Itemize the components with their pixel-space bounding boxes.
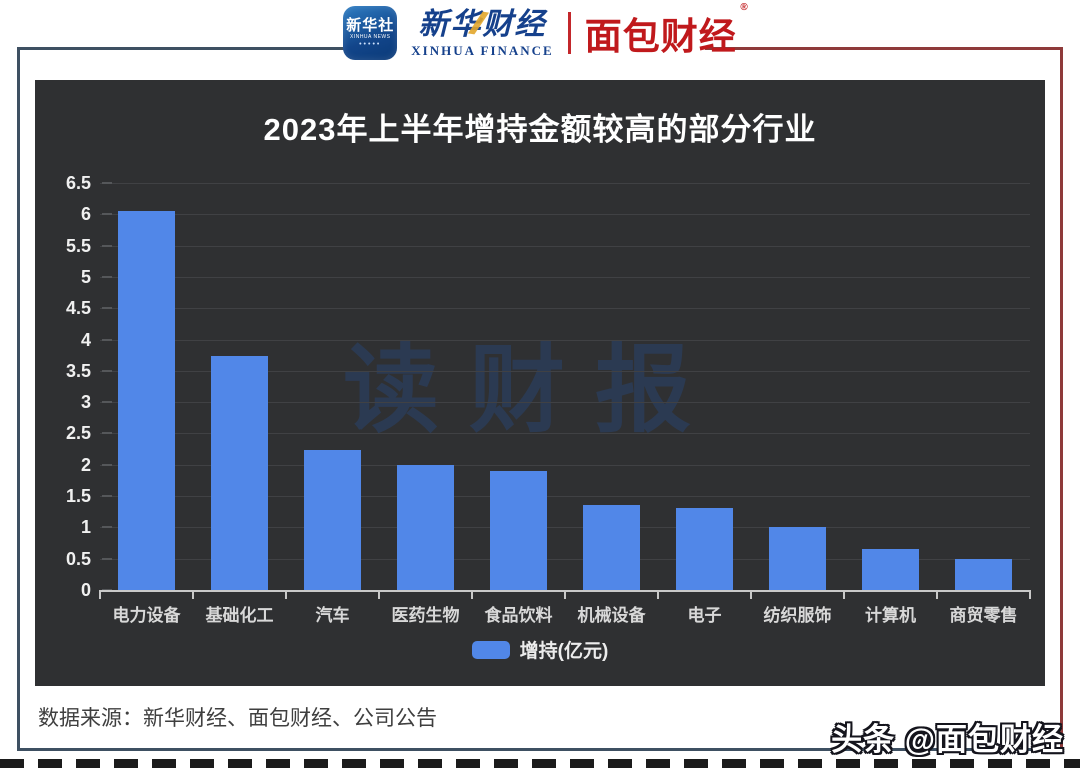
- x-category-label: 商贸零售: [949, 606, 1018, 625]
- y-axis-tick-label: 4.5: [65, 298, 91, 319]
- bar-电力设备: [118, 211, 175, 590]
- bar-电子: [676, 507, 733, 590]
- gridline: [100, 183, 1030, 184]
- x-category-label: 食品饮料: [484, 606, 553, 625]
- frame-right: [1060, 47, 1063, 751]
- y-axis-tick-label: 0.5: [65, 548, 91, 569]
- data-source-note: 数据来源：新华财经、面包财经、公司公告: [38, 707, 437, 730]
- gridline: [100, 496, 1030, 498]
- x-category-label: 汽车: [315, 606, 350, 625]
- bar-计算机: [862, 548, 919, 590]
- x-axis-tick: [471, 590, 473, 599]
- y-axis-tick-label: 3: [80, 392, 91, 413]
- x-axis-tick: [1029, 590, 1031, 599]
- bar-医药生物: [397, 464, 454, 590]
- y-axis-tick: [102, 307, 112, 310]
- gridline: [100, 308, 1030, 310]
- bar-商贸零售: [955, 558, 1012, 590]
- y-axis-tick-label: 6.5: [65, 173, 91, 193]
- gridline: [100, 433, 1030, 435]
- x-axis-tick: [657, 590, 659, 599]
- gridline: [100, 558, 1030, 560]
- chart-panel: 2023年上半年增持金额较高的部分行业 读财报 增持(亿元) 0 0.5 1 1.5 2…: [35, 80, 1045, 686]
- bar-汽车: [304, 449, 361, 590]
- x-category-label: 纺织服饰: [763, 606, 832, 625]
- x-axis-tick: [843, 590, 845, 599]
- bar-机械设备: [583, 505, 640, 590]
- x-axis-tick: [750, 590, 752, 599]
- y-axis-tick: [102, 432, 112, 435]
- y-axis-tick: [102, 182, 112, 184]
- y-axis-tick-label: 6: [80, 204, 91, 225]
- x-axis-tick: [99, 590, 101, 599]
- bar-纺织服饰: [769, 526, 826, 590]
- registered-trademark-icon: ®: [740, 2, 749, 13]
- header: 新华社 XINHUA NEWS ••••• 新华财经 XINHUA FINANC…: [0, 2, 1080, 60]
- x-category-label: 医药生物: [391, 606, 460, 625]
- x-axis-tick: [285, 590, 287, 599]
- y-axis-tick-label: 3.5: [65, 360, 91, 381]
- y-axis-tick: [102, 213, 112, 216]
- x-axis-tick: [564, 590, 566, 599]
- x-axis-tick: [192, 590, 194, 599]
- xinhua-icon-text: 新华社: [346, 16, 395, 34]
- y-axis-tick: [102, 369, 112, 372]
- x-category-label: 计算机: [865, 606, 916, 625]
- frame-left: [17, 47, 20, 750]
- y-axis-tick-label: 2.5: [65, 423, 91, 444]
- bar-食品饮料: [490, 471, 547, 590]
- chart-title: 2023年上半年增持金额较高的部分行业: [263, 112, 817, 147]
- y-axis-tick: [102, 401, 112, 404]
- y-axis-tick-label: 4: [80, 329, 91, 350]
- bottom-dashed-strip: [0, 759, 1080, 768]
- legend-label: 增持(亿元): [519, 641, 609, 662]
- xinhua-icon-dots: •••••: [359, 40, 382, 48]
- x-category-label: 电子: [687, 606, 722, 625]
- xinhua-news-app-icon: 新华社 XINHUA NEWS •••••: [343, 6, 398, 60]
- x-axis-tick: [936, 590, 938, 599]
- gridline: [100, 527, 1030, 529]
- frame-top-left: [17, 47, 362, 50]
- gridline: [100, 402, 1030, 404]
- y-axis-tick: [102, 338, 112, 341]
- frame-bottom: [17, 748, 1060, 751]
- gridline: [100, 464, 1030, 466]
- gridline: [100, 214, 1030, 216]
- y-axis-tick: [102, 557, 112, 560]
- header-divider: [567, 12, 571, 54]
- xinhua-finance-wordmark: 新华财经 XINHUA FINANCE: [411, 9, 554, 58]
- gridline: [100, 276, 1030, 278]
- legend-swatch: [471, 640, 510, 659]
- y-axis-tick: [102, 463, 112, 466]
- y-axis-tick: [102, 244, 112, 247]
- frame-top-right: [705, 47, 1063, 50]
- gridline: [100, 245, 1030, 247]
- xinhua-finance-en: XINHUA FINANCE: [411, 42, 554, 58]
- y-axis-tick-label: 1.5: [65, 486, 91, 507]
- y-axis-tick-label: 5.5: [65, 235, 91, 256]
- chart-watermark: 读财报: [343, 334, 721, 446]
- gridline: [100, 339, 1030, 341]
- chart-legend: 增持(亿元): [35, 636, 1045, 663]
- y-axis-tick-label: 2: [80, 454, 91, 475]
- y-axis-tick: [102, 526, 112, 529]
- toutiao-watermark: 头条 @面包财经: [831, 722, 1064, 757]
- y-axis-tick: [102, 275, 112, 278]
- y-axis-tick-label: 0: [80, 580, 91, 600]
- x-axis-tick: [378, 590, 380, 599]
- y-axis-tick-label: 1: [80, 517, 91, 538]
- gridline: [100, 370, 1030, 372]
- y-axis-tick: [102, 495, 112, 498]
- x-category-label: 基础化工: [205, 606, 274, 625]
- x-category-label: 机械设备: [577, 606, 646, 625]
- mianbao-finance-logo: 面包财经 ®: [584, 2, 748, 60]
- xinhua-icon-subtext: XINHUA NEWS: [349, 33, 391, 40]
- y-axis-tick-label: 5: [80, 266, 91, 287]
- mianbao-finance-text: 面包财经: [584, 16, 737, 57]
- bar-基础化工: [211, 356, 268, 590]
- x-category-label: 电力设备: [112, 606, 181, 625]
